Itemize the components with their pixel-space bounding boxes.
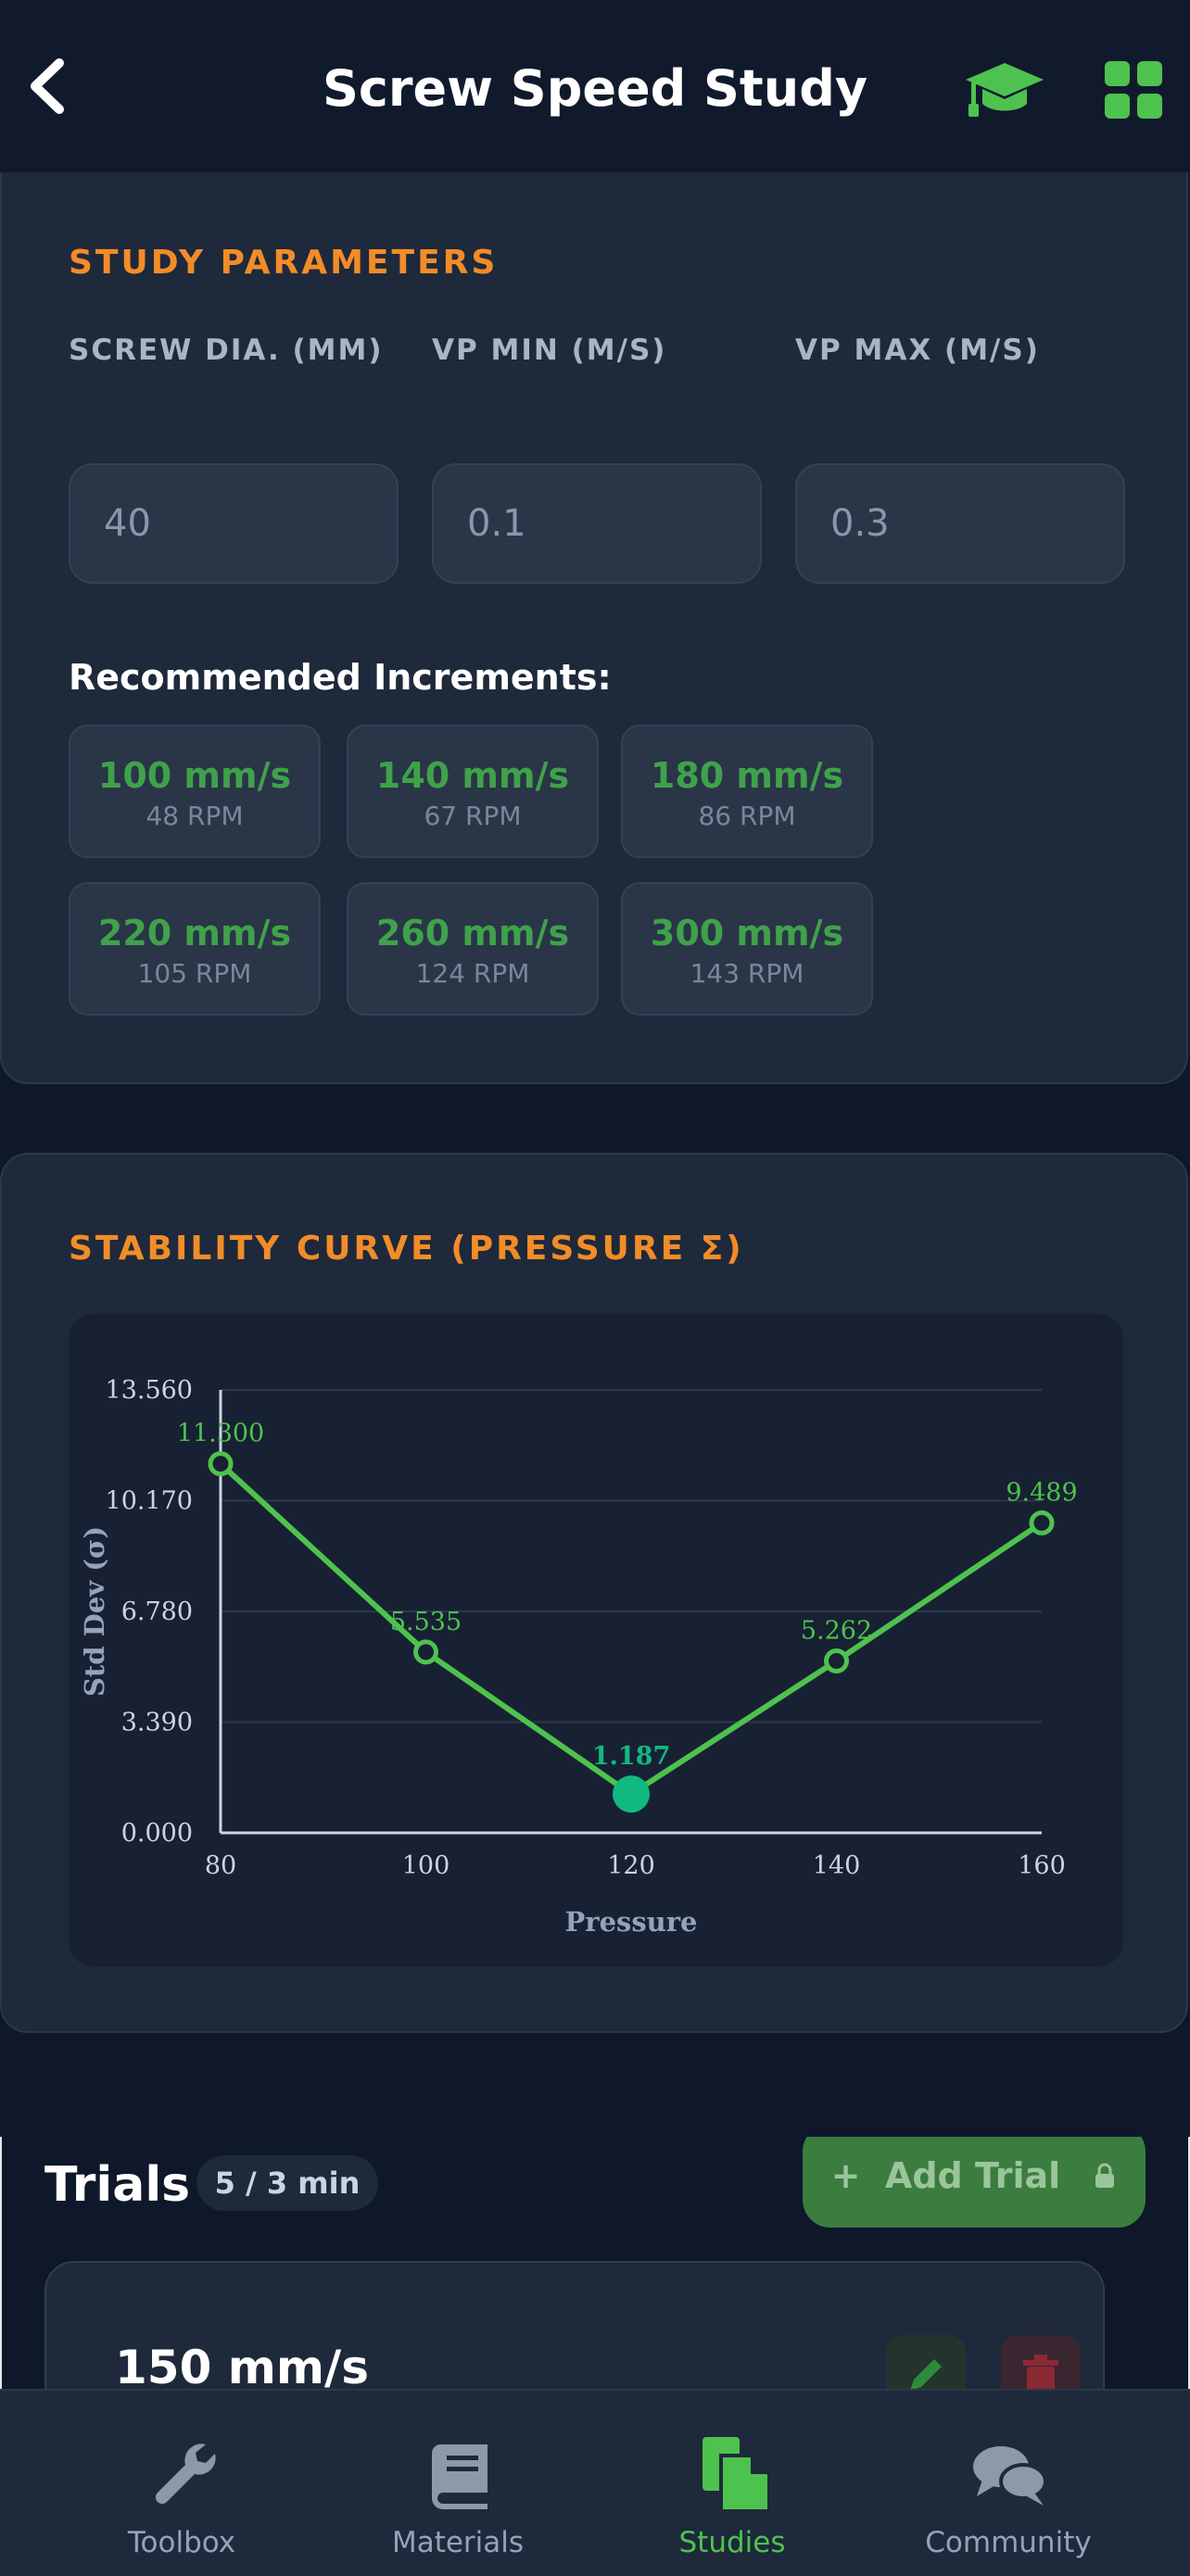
screw-diameter-label: SCREW DIA. (MM) (69, 334, 384, 367)
book-icon (431, 2444, 487, 2509)
nav-label: Community (925, 2526, 1092, 2559)
add-trial-button[interactable]: + Add Trial (803, 2137, 1146, 2228)
data-label: 1.187 (592, 1742, 671, 1771)
vp-max-label: VP MAX (M/S) (795, 334, 1040, 367)
x-tick-label: 160 (1018, 1851, 1066, 1880)
data-label: 5.535 (390, 1608, 462, 1636)
data-point (1029, 1510, 1055, 1536)
y-tick-label: 13.560 (106, 1376, 193, 1405)
y-tick-label: 3.390 (121, 1709, 193, 1737)
increment-rpm: 48 RPM (146, 801, 244, 831)
y-tick-label: 0.000 (121, 1819, 193, 1848)
trial-card[interactable]: 150 mm/s (44, 2261, 1105, 2389)
vp-min-label: VP MIN (M/S) (432, 334, 667, 367)
increment-rpm: 124 RPM (415, 958, 530, 989)
vp-min-input[interactable]: 0.1 (432, 463, 762, 584)
graduation-cap-icon (966, 63, 1044, 117)
x-tick-label: 140 (813, 1851, 861, 1880)
trash-icon (1023, 2355, 1058, 2389)
nav-label: Toolbox (127, 2526, 236, 2559)
chevron-left-icon (31, 58, 64, 114)
stability-curve-card: STABILITY CURVE (PRESSURE Σ) 0.000 3.390 6… (0, 1153, 1188, 2033)
increment-rpm: 67 RPM (424, 801, 522, 831)
document-icon (703, 2437, 771, 2511)
x-tick-label: 100 (402, 1851, 450, 1880)
delete-button[interactable] (1001, 2335, 1081, 2389)
nav-label: Materials (391, 2526, 525, 2559)
lock-icon (1095, 2163, 1115, 2188)
increment-chip[interactable]: 140 mm/s 67 RPM (347, 725, 599, 858)
increment-chip[interactable]: 260 mm/s 124 RPM (347, 882, 599, 1016)
section-title: STUDY PARAMETERS (69, 244, 499, 282)
trials-title: Trials (44, 2157, 191, 2213)
plus-icon: + (830, 2155, 885, 2196)
y-tick-label: 6.780 (121, 1597, 193, 1626)
increment-chip[interactable]: 100 mm/s 48 RPM (69, 725, 321, 858)
increment-chip[interactable]: 220 mm/s 105 RPM (69, 882, 321, 1016)
increment-rpm: 143 RPM (690, 958, 804, 989)
dashboard-button[interactable] (1101, 57, 1166, 122)
page-title: Screw Speed Study (322, 59, 868, 118)
wrench-icon (155, 2443, 216, 2505)
bottom-nav: Toolbox Materials Studies (0, 2389, 1190, 2576)
back-button[interactable] (20, 54, 78, 119)
optimal-data-point (613, 1775, 650, 1813)
nav-label: Studies (678, 2526, 786, 2559)
data-point (208, 1451, 234, 1477)
x-axis-title: Pressure (564, 1906, 697, 1938)
nav-toolbox[interactable]: Toolbox (61, 2391, 302, 2576)
increment-chip[interactable]: 180 mm/s 86 RPM (621, 725, 873, 858)
increment-speed: 180 mm/s (650, 755, 844, 796)
trials-count-badge: 5 / 3 min (196, 2155, 378, 2211)
x-tick-label: 120 (607, 1851, 655, 1880)
section-title: STABILITY CURVE (PRESSURE Σ) (69, 1230, 744, 1268)
edit-button[interactable] (886, 2335, 966, 2389)
data-label: 5.262 (801, 1617, 872, 1646)
trial-speed: 150 mm/s (115, 2341, 369, 2389)
data-label: 11.300 (177, 1420, 264, 1448)
y-tick-label: 10.170 (106, 1487, 193, 1516)
nav-studies[interactable]: Studies (612, 2391, 853, 2576)
increment-speed: 140 mm/s (375, 755, 570, 796)
recommended-increments-title: Recommended Increments: (69, 657, 612, 698)
stability-chart: 0.000 3.390 6.780 10.170 13.560 80 100 120 140 16… (79, 1376, 1078, 1938)
data-label: 9.489 (1006, 1479, 1077, 1508)
increment-rpm: 105 RPM (137, 958, 252, 989)
increment-chip[interactable]: 300 mm/s 143 RPM (621, 882, 873, 1016)
nav-materials[interactable]: Materials (337, 2391, 578, 2576)
x-tick-label: 80 (205, 1851, 236, 1880)
study-parameters-card: STUDY PARAMETERS SCREW DIA. (MM) VP MIN … (0, 172, 1188, 1084)
add-trial-label: Add Trial (884, 2155, 1061, 2196)
screw-diameter-input[interactable]: 40 (69, 463, 399, 584)
nav-community[interactable]: Community (888, 2391, 1129, 2576)
increment-speed: 300 mm/s (650, 913, 844, 953)
grid-icon (1105, 61, 1162, 119)
increment-speed: 100 mm/s (97, 755, 292, 796)
vp-max-input[interactable]: 0.3 (795, 463, 1125, 584)
app-header: Screw Speed Study (0, 0, 1190, 172)
trials-section: Trials 5 / 3 min + Add Trial 150 mm/s (0, 2137, 1190, 2389)
data-point (413, 1639, 438, 1665)
chart-container: 0.000 3.390 6.780 10.170 13.560 80 100 120 140 16… (69, 1314, 1123, 1966)
pencil-icon (910, 2359, 942, 2389)
learn-button[interactable] (964, 57, 1045, 122)
y-axis-title: Std Dev (σ) (79, 1526, 110, 1697)
chat-bubbles-icon (973, 2446, 1047, 2506)
increment-rpm: 86 RPM (698, 801, 796, 831)
increment-speed: 220 mm/s (97, 913, 292, 953)
increment-speed: 260 mm/s (375, 913, 570, 953)
data-point (824, 1648, 849, 1674)
